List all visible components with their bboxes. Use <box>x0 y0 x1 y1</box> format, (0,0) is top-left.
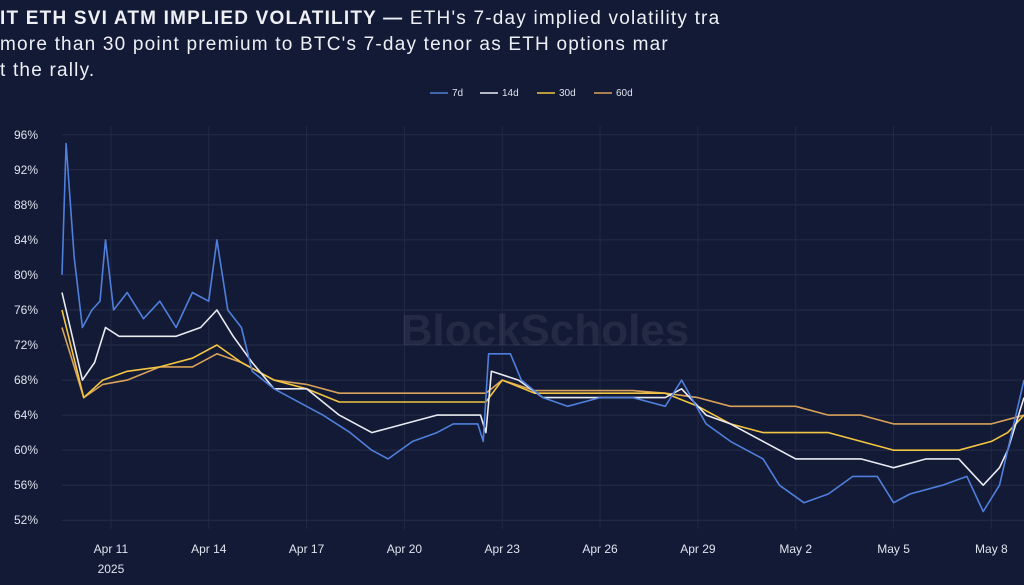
chart-title: IT ETH SVI ATM IMPLIED VOLATILITY — ETH'… <box>0 6 1024 84</box>
y-tick-label: 68% <box>14 373 38 387</box>
x-tick-label: May 2 <box>779 542 812 556</box>
legend-label: 14d <box>502 88 519 99</box>
x-tick-label: Apr 29 <box>680 542 716 556</box>
series-line-30d <box>61 309 1024 451</box>
title-line1-rest: ETH's 7-day implied volatility tra <box>403 8 721 29</box>
series-line-7d <box>61 142 1024 513</box>
series-line-14d <box>61 292 1024 486</box>
x-tick-label: Apr 23 <box>485 542 521 556</box>
x-tick-label: Apr 17 <box>289 542 325 556</box>
y-tick-label: 56% <box>14 478 38 492</box>
legend: 7d 14d 30d 60d <box>430 88 633 99</box>
y-tick-label: 52% <box>14 513 38 527</box>
y-tick-label: 76% <box>14 303 38 317</box>
y-tick-label: 88% <box>14 198 38 212</box>
y-tick-label: 84% <box>14 233 38 247</box>
title-line1-bold: IT ETH SVI ATM IMPLIED VOLATILITY — <box>0 8 404 29</box>
x-tick-label: May 5 <box>877 542 910 556</box>
y-axis: 52% 56% 60% 64% 68% 72% 76% 80% 84% 88% 92% 96% <box>14 128 38 527</box>
y-tick-label: 72% <box>14 338 38 352</box>
title-line2: more than 30 point premium to BTC's 7-da… <box>0 34 669 55</box>
y-tick-label: 64% <box>14 408 38 422</box>
y-tick-label: 80% <box>14 268 38 282</box>
title-line3: t the rally. <box>0 60 96 81</box>
x-tick-label: May 8 <box>975 542 1008 556</box>
x-tick-year: 2025 <box>98 562 125 576</box>
x-tick-label: Apr 20 <box>387 542 423 556</box>
legend-item-14d[interactable]: 14d <box>480 88 519 99</box>
legend-item-60d[interactable]: 60d <box>594 88 633 99</box>
legend-label: 7d <box>452 88 463 99</box>
legend-label: 30d <box>559 88 576 99</box>
x-axis: Apr 11 2025 Apr 14 Apr 17 Apr 20 Apr 23 Apr 26… <box>94 542 1008 576</box>
series-lines <box>61 142 1024 513</box>
x-tick-label: Apr 14 <box>191 542 227 556</box>
y-tick-label: 92% <box>14 163 38 177</box>
legend-item-30d[interactable]: 30d <box>537 88 576 99</box>
watermark-logo: BlockScholes <box>401 306 690 355</box>
y-tick-label: 60% <box>14 443 38 457</box>
y-tick-label: 96% <box>14 128 38 142</box>
legend-label: 60d <box>616 88 633 99</box>
x-tick-label: Apr 11 <box>94 542 129 556</box>
legend-item-7d[interactable]: 7d <box>430 88 463 99</box>
x-tick-label: Apr 26 <box>582 542 618 556</box>
